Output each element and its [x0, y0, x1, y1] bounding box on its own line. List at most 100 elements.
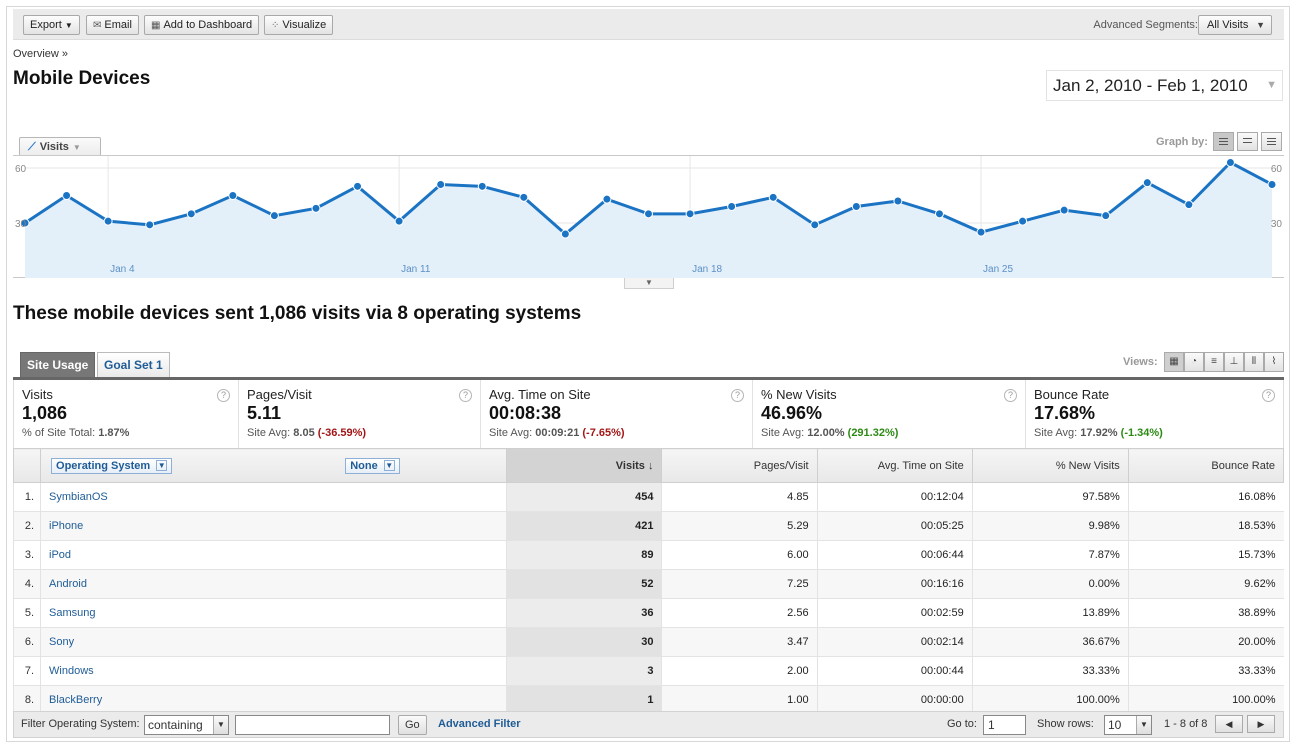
- graph-metric-selector[interactable]: ⟋ Visits ▼: [19, 137, 101, 156]
- scorecard-sub: Site Avg: 8.05 (-36.59%): [247, 427, 367, 439]
- tab-site-usage[interactable]: Site Usage: [20, 352, 96, 377]
- visits-point: [394, 216, 404, 226]
- visits-point: [1184, 200, 1194, 210]
- visits-point: [1101, 211, 1111, 221]
- chevron-down-icon: ▼: [383, 460, 395, 472]
- scorecard-label: Visits: [22, 387, 53, 402]
- advanced-filter-link[interactable]: Advanced Filter: [438, 718, 521, 730]
- visits-point: [976, 227, 986, 237]
- row-avg-time: 00:16:16: [816, 569, 973, 599]
- row-avg-time: 00:02:14: [816, 627, 973, 657]
- previous-page-icon[interactable]: ◀: [1215, 715, 1243, 733]
- visits-point: [269, 211, 279, 221]
- visits-column-header[interactable]: Visits ↓: [506, 448, 663, 483]
- date-range-picker[interactable]: Jan 2, 2010 - Feb 1, 2010 ▼: [1046, 70, 1283, 101]
- pivot-view-icon[interactable]: ⦀: [1244, 352, 1264, 372]
- email-button[interactable]: ✉ Email: [86, 15, 139, 35]
- chevron-down-icon: ▼: [1266, 79, 1277, 91]
- visits-point: [602, 194, 612, 204]
- report-table: Operating System ▼ None ▼ Visits ↓ Pages/V…: [12, 448, 1285, 715]
- scorecards: Visits 1,086 % of Site Total: 1.87% ? Pa…: [13, 380, 1284, 448]
- row-bounce-rate: 20.00%: [1127, 627, 1284, 657]
- avg-time-column-header[interactable]: Avg. Time on Site: [816, 448, 973, 483]
- row-pages-visit: 1.00: [661, 685, 818, 715]
- email-label: Email: [104, 19, 132, 31]
- sparkline-view-icon[interactable]: ⌇: [1264, 352, 1284, 372]
- pages-visit-column-header[interactable]: Pages/Visit: [661, 448, 818, 483]
- chevron-down-icon: ▼: [645, 278, 653, 287]
- scorecard-sub: Site Avg: 00:09:21 (-7.65%): [489, 427, 625, 439]
- visits-chart-svg: 60 60 30 30 Jan 4 Jan 11 Jan 18 Jan 25: [15, 156, 1282, 278]
- export-label: Export: [30, 19, 62, 31]
- row-rank: 8.: [12, 685, 41, 715]
- row-name-link[interactable]: Samsung: [40, 598, 507, 628]
- graph-by-day-button[interactable]: [1213, 132, 1234, 151]
- goto-page-input[interactable]: 1: [983, 715, 1026, 735]
- x-tick-label: Jan 11: [401, 264, 431, 275]
- row-pages-visit: 3.47: [661, 627, 818, 657]
- pagination-text: 1 - 8 of 8: [1164, 718, 1208, 730]
- help-icon[interactable]: ?: [217, 389, 230, 402]
- graph-collapse-toggle[interactable]: ▼: [624, 278, 674, 289]
- row-visits: 89: [506, 540, 662, 570]
- dimension-selector[interactable]: Operating System ▼: [51, 457, 173, 474]
- row-bounce-rate: 100.00%: [1127, 685, 1284, 715]
- report-toolbar: Export ▼ ✉ Email ▦ Add to Dashboard ⁘ Visua…: [13, 9, 1284, 40]
- row-rank: 7.: [12, 656, 41, 686]
- table-row: 7. Windows 3 2.00 00:00:44 33.33% 33.33%: [12, 656, 1284, 686]
- graph-by-week-button[interactable]: [1237, 132, 1258, 151]
- bounce-rate-column-header[interactable]: Bounce Rate: [1127, 448, 1285, 483]
- row-name-link[interactable]: iPod: [40, 540, 507, 570]
- filter-input[interactable]: [235, 715, 390, 735]
- row-visits: 30: [506, 627, 662, 657]
- comparison-view-icon[interactable]: ⊥: [1224, 352, 1244, 372]
- help-icon[interactable]: ?: [1004, 389, 1017, 402]
- row-new-visits: 13.89%: [971, 598, 1129, 628]
- scorecard-avg-time: Avg. Time on Site 00:08:38 Site Avg: 00:…: [481, 380, 753, 448]
- row-pages-visit: 5.29: [661, 511, 818, 541]
- views-label: Views:: [1123, 356, 1158, 368]
- next-page-icon[interactable]: ▶: [1247, 715, 1275, 733]
- help-icon[interactable]: ?: [459, 389, 472, 402]
- chevron-down-icon: ▼: [1136, 716, 1151, 734]
- row-visits: 421: [506, 511, 662, 541]
- table-view-icon[interactable]: ▦: [1164, 352, 1184, 372]
- scorecard-value: 5.11: [247, 403, 282, 423]
- row-pages-visit: 7.25: [661, 569, 818, 599]
- dashboard-label: Add to Dashboard: [163, 19, 253, 31]
- visits-point: [644, 209, 653, 219]
- advanced-segments-select[interactable]: All Visits ▼: [1198, 15, 1272, 35]
- tab-goal-set-1[interactable]: Goal Set 1: [97, 352, 170, 377]
- chevron-down-icon: ▼: [72, 143, 81, 152]
- go-button[interactable]: Go: [398, 715, 427, 735]
- breadcrumb[interactable]: Overview »: [13, 48, 69, 60]
- graph-by-month-button[interactable]: [1261, 132, 1282, 151]
- secondary-dimension-selector[interactable]: None ▼: [345, 457, 400, 474]
- visits-point: [519, 192, 529, 202]
- pie-view-icon[interactable]: ◔: [1184, 352, 1204, 372]
- visits-point: [893, 196, 903, 206]
- scorecard-label: % New Visits: [761, 387, 837, 402]
- filter-mode-select[interactable]: containing ▼: [144, 715, 229, 735]
- row-name-link[interactable]: Android: [40, 569, 507, 599]
- row-visits: 454: [506, 482, 662, 512]
- row-name-link[interactable]: Sony: [40, 627, 507, 657]
- row-name-link[interactable]: SymbianOS: [40, 482, 507, 512]
- row-name-link[interactable]: Windows: [40, 656, 507, 686]
- row-rank: 3.: [12, 540, 41, 570]
- help-icon[interactable]: ?: [731, 389, 744, 402]
- show-rows-label: Show rows:: [1037, 718, 1094, 730]
- row-visits: 36: [506, 598, 662, 628]
- add-to-dashboard-button[interactable]: ▦ Add to Dashboard: [144, 15, 260, 35]
- visualize-button[interactable]: ⁘ Visualize: [264, 15, 334, 35]
- scorecard-label: Avg. Time on Site: [489, 387, 591, 402]
- sparkline-icon: ⟋: [28, 141, 36, 153]
- row-name-link[interactable]: iPhone: [40, 511, 507, 541]
- export-button[interactable]: Export ▼: [23, 15, 80, 35]
- help-icon[interactable]: ?: [1262, 389, 1275, 402]
- show-rows-select[interactable]: 10 ▼: [1104, 715, 1152, 735]
- performance-view-icon[interactable]: ≡: [1204, 352, 1224, 372]
- new-visits-column-header[interactable]: % New Visits: [971, 448, 1129, 483]
- row-new-visits: 7.87%: [971, 540, 1129, 570]
- visits-point: [560, 229, 570, 239]
